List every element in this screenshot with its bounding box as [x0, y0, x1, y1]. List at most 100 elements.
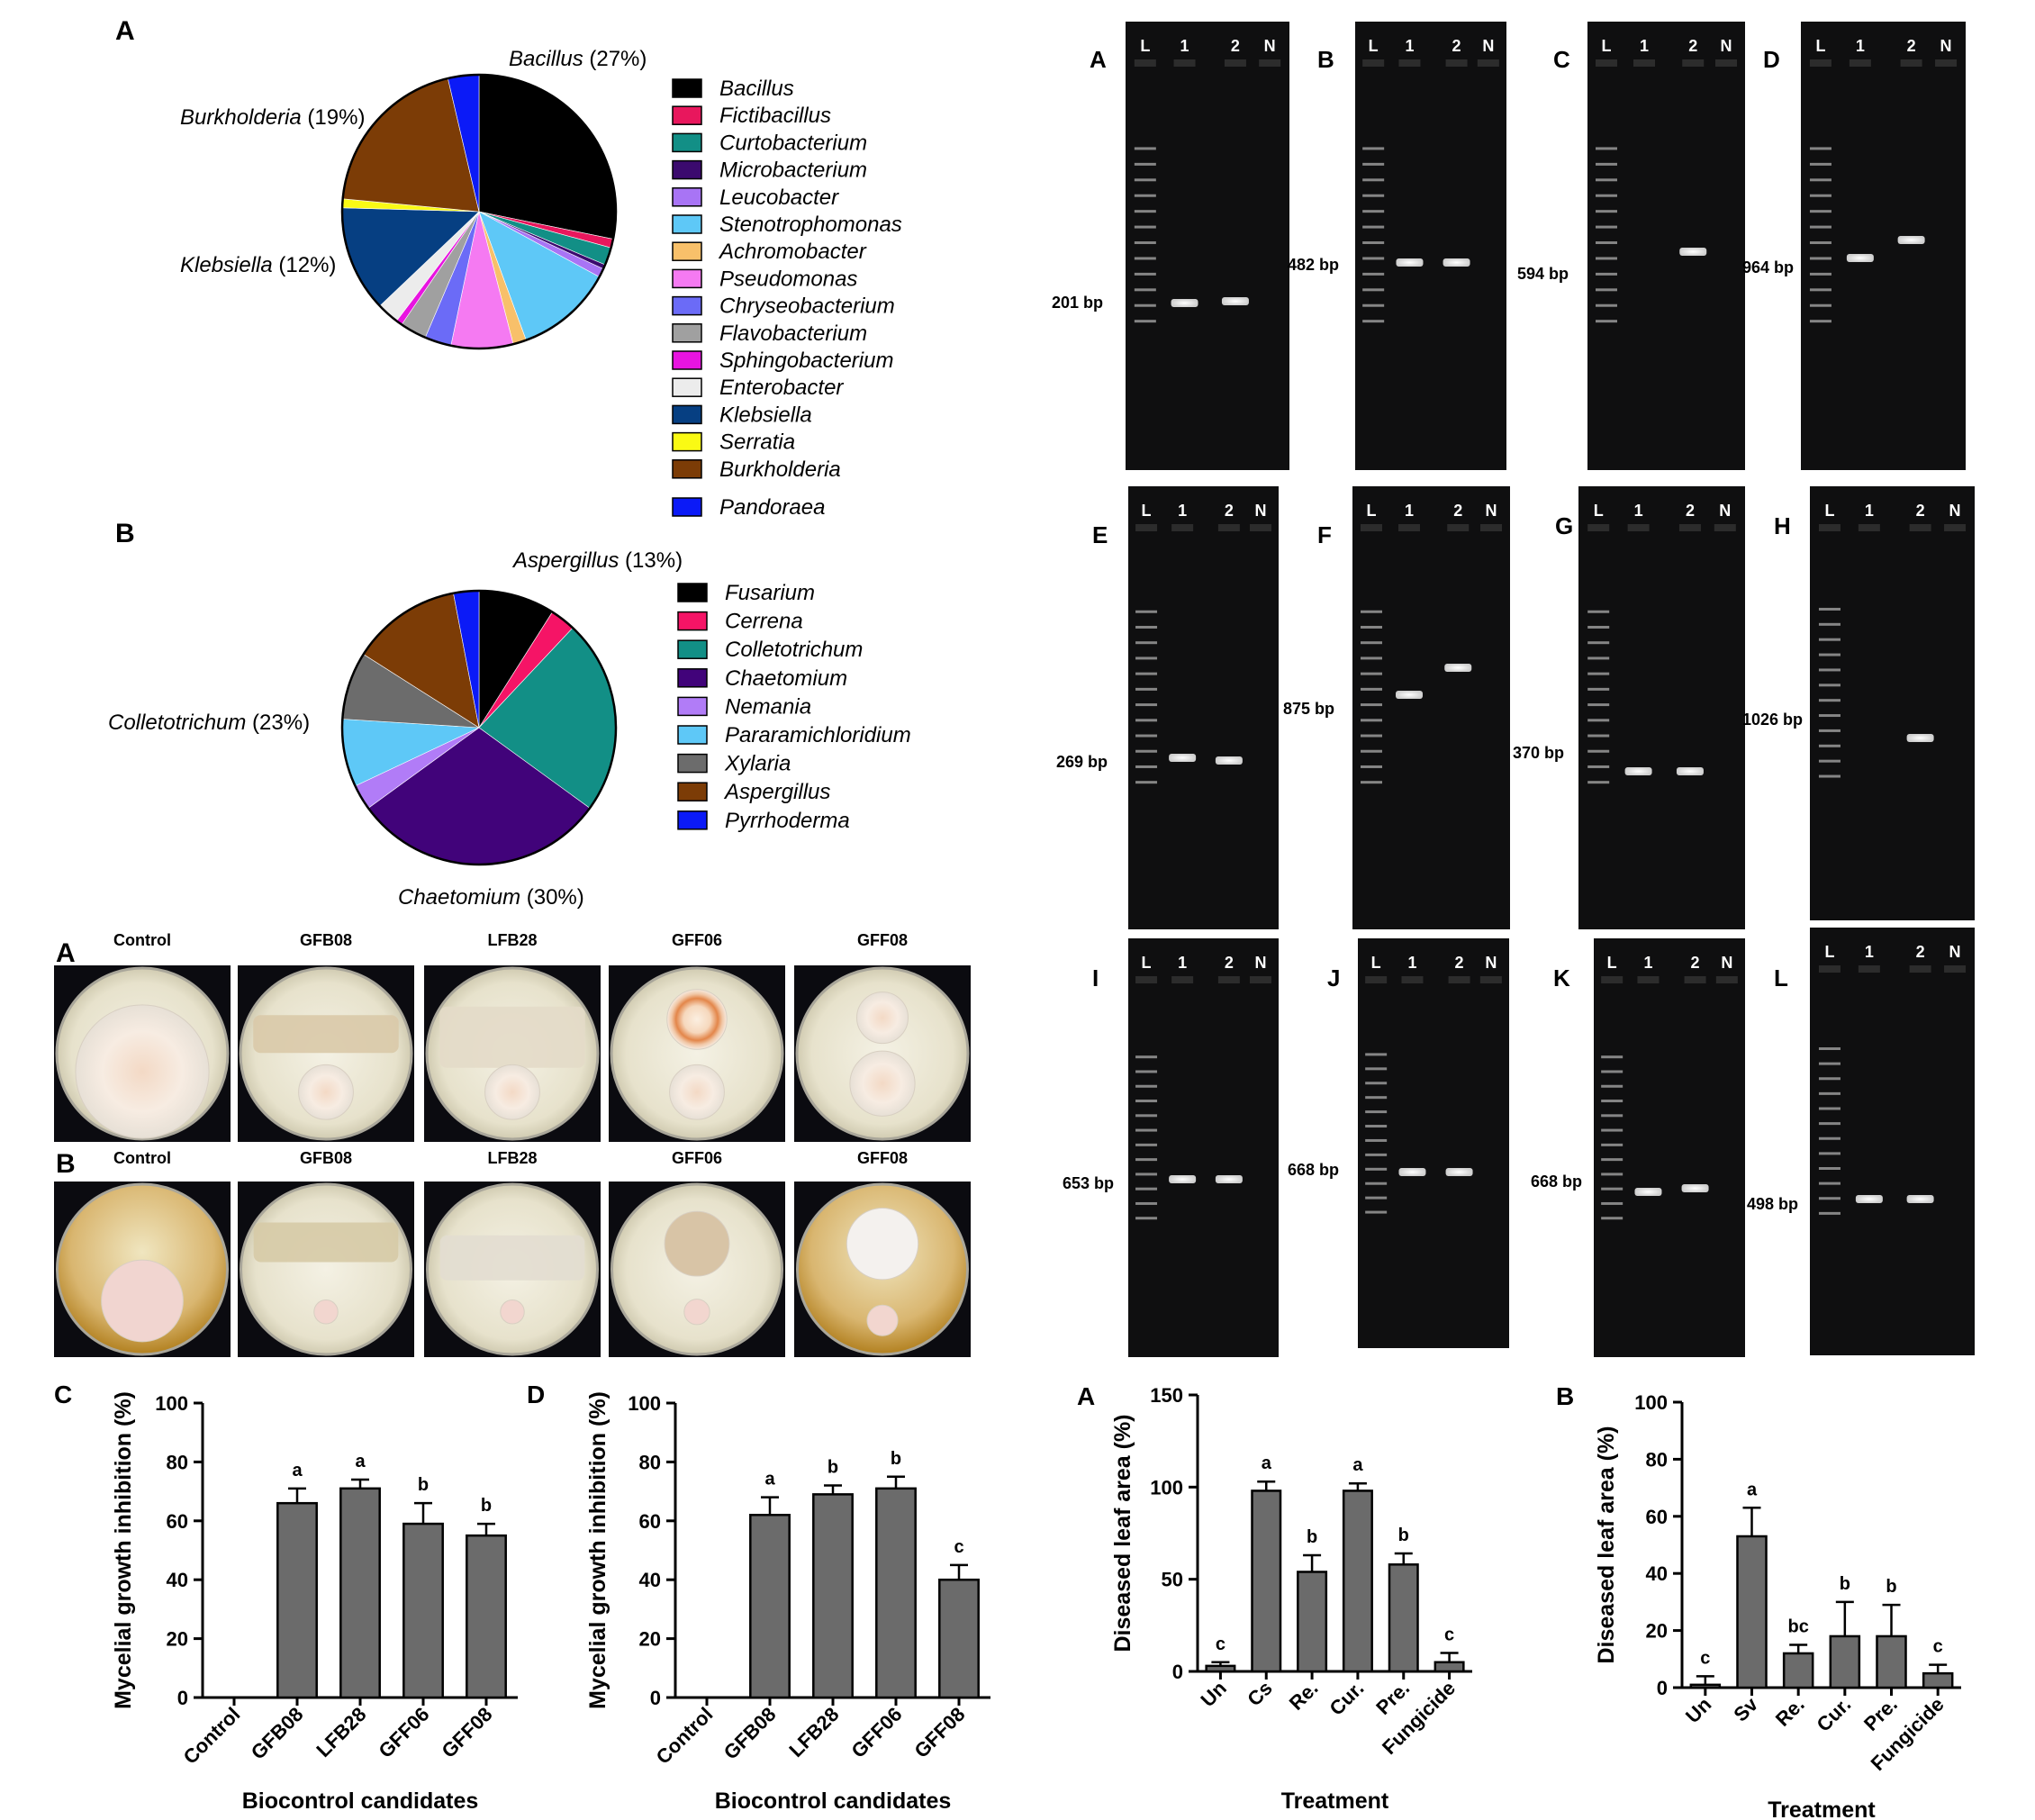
fungal-colony [313, 1299, 339, 1325]
legend-swatch-microbacterium [672, 159, 702, 180]
gel-ladder-band [1135, 703, 1158, 707]
pie-b-slices [340, 589, 618, 866]
pie-chart-bacteria: A Bacillus (27%) Burkholderia (19%) Kleb… [115, 16, 902, 520]
x-tick-label: GFB08 [247, 1703, 308, 1764]
fungal-colony [669, 1064, 725, 1120]
gel-band-lane-1 [1855, 1195, 1883, 1203]
significance-letter: b [1840, 1574, 1850, 1594]
gel-well [1401, 976, 1424, 983]
legend-swatch-chryseobacterium [672, 295, 702, 316]
petri-dish [239, 966, 413, 1141]
gel-ladder-band [1809, 162, 1832, 166]
gel-band-lane-1 [1169, 1175, 1197, 1183]
y-axis-title: Mycelial growth inhibition (%) [585, 1391, 610, 1709]
gel-ladder-band [1596, 147, 1617, 150]
bar-panel-label: D [527, 1381, 545, 1408]
significance-letter: a [764, 1470, 775, 1490]
gel-lane-label-l: L [1142, 954, 1152, 972]
gel-well [1171, 976, 1194, 983]
gel-panel-label: L [1774, 964, 1788, 991]
gel-size-label: 370 bp [1513, 744, 1564, 762]
gel-ladder-band [1135, 749, 1158, 753]
gel-image [1352, 486, 1510, 929]
gel-well [1587, 524, 1610, 531]
panel-label-pie-a: A [115, 16, 135, 46]
gel-image [1801, 22, 1966, 470]
legend-swatch-fictibacillus [672, 105, 702, 125]
gel-well [1134, 59, 1156, 67]
gel-ladder-band [1601, 1158, 1623, 1162]
plate-header-gfb08: GFB08 [300, 1149, 352, 1167]
callout-bacillus: Bacillus (27%) [509, 47, 647, 71]
gel-ladder-band [1601, 1217, 1623, 1220]
gel-ladder-band [1587, 703, 1610, 707]
bacterial-streak [439, 1235, 585, 1281]
gel-panel-label: J [1327, 964, 1340, 991]
gel-lane-label-2: 2 [1907, 37, 1916, 55]
gel-ladder-band [1134, 210, 1156, 213]
gel-band-lane-1 [1171, 299, 1198, 307]
y-tick-label: 100 [1634, 1391, 1668, 1414]
gel-ladder-band [1134, 178, 1156, 182]
gel-ladder-band [1134, 320, 1156, 323]
plate-header-control: Control [113, 931, 171, 949]
gel-well [1398, 524, 1420, 531]
plate-b-gff08 [794, 1182, 971, 1357]
gel-lane-label-1: 1 [1178, 502, 1187, 520]
gel-lane-label-2: 2 [1225, 502, 1234, 520]
gel-ladder-band [1135, 719, 1158, 722]
fungal-colony [856, 991, 909, 1045]
gel-band-lane-1 [1624, 767, 1652, 775]
gel-ladder-band [1135, 610, 1158, 613]
gel-ladder-band [1809, 241, 1832, 245]
gel-ladder-band [1818, 1136, 1841, 1140]
gel-lane-label-1: 1 [1865, 502, 1874, 520]
gel-size-label: 201 bp [1052, 294, 1103, 312]
gel-image [1126, 22, 1289, 470]
gel-lane-label-1: 1 [1180, 37, 1189, 55]
gel-panel-label: G [1555, 512, 1573, 539]
gel-ladder-band [1362, 272, 1385, 276]
gel-f: F L 1 2 N 875 bp [1283, 486, 1510, 929]
gel-lane-label-n: N [1486, 502, 1497, 520]
gel-well [1858, 965, 1880, 973]
y-tick-label: 0 [1172, 1661, 1183, 1683]
gel-ladder-band [1365, 1096, 1388, 1100]
fungal-colony [849, 1050, 916, 1117]
gel-lane-label-n: N [1721, 954, 1732, 972]
y-tick-label: 80 [167, 1451, 188, 1473]
gel-lane-label-2: 2 [1225, 954, 1234, 972]
legend-swatch-bacillus [672, 78, 702, 98]
y-tick-label: 100 [155, 1392, 188, 1415]
x-axis-title: Treatment [1768, 1797, 1876, 1820]
bacterial-streak [253, 1222, 399, 1263]
gel-band-lane-2 [1681, 1184, 1709, 1192]
gel-ladder-band [1361, 641, 1382, 645]
gel-ladder-band [1361, 687, 1382, 691]
gel-ladder-band [1365, 1082, 1388, 1085]
gel-ladder-band [1362, 147, 1385, 150]
gel-ladder-band [1818, 1077, 1841, 1081]
gel-well [1365, 976, 1388, 983]
gel-image [1128, 938, 1279, 1357]
bacterial-streak [439, 1006, 585, 1068]
gel-ladder-band [1596, 162, 1617, 166]
gel-well [1715, 976, 1738, 983]
callout-chaetomium: Chaetomium (30%) [398, 885, 584, 910]
gel-lane-label-n: N [1940, 37, 1952, 55]
gel-image [1355, 22, 1506, 470]
gel-ladder-band [1601, 1100, 1623, 1103]
fungal-colony [75, 1004, 210, 1139]
bar-fungicide [1922, 1671, 1954, 1689]
gel-lane-label-1: 1 [1640, 37, 1649, 55]
gel-ladder-band [1365, 1210, 1388, 1214]
plate-header-gff08: GFF08 [857, 931, 908, 949]
plate-a-gfb08 [238, 965, 414, 1142]
bar-lfb28 [812, 1493, 854, 1699]
gel-ladder-band [1818, 668, 1841, 672]
gel-well [1682, 59, 1705, 67]
significance-letter: a [292, 1461, 303, 1480]
gel-well [1135, 524, 1158, 531]
y-tick-label: 150 [1150, 1384, 1183, 1407]
gel-ladder-band [1818, 638, 1841, 641]
